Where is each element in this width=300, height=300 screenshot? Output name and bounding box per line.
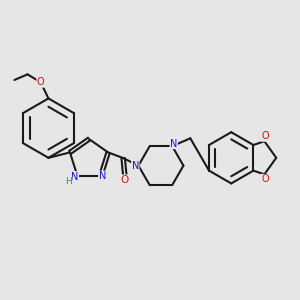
Text: O: O [261, 174, 269, 184]
Text: N: N [99, 171, 106, 181]
Text: O: O [37, 77, 44, 87]
Text: N: N [71, 172, 79, 182]
Text: O: O [261, 131, 269, 141]
Text: N: N [132, 160, 139, 171]
Text: H: H [65, 177, 72, 186]
Text: O: O [121, 175, 129, 185]
Text: N: N [170, 139, 177, 148]
